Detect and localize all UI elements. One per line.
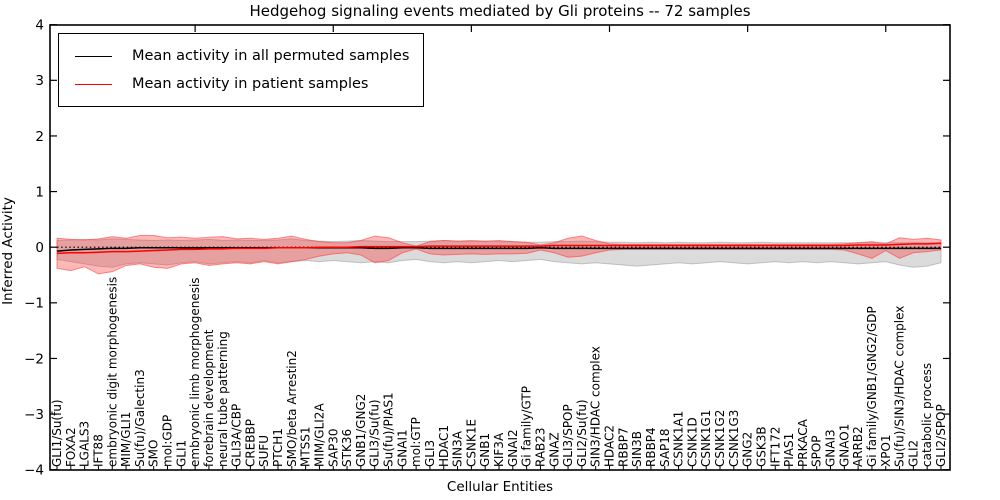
x-tick-label: GLI1 [174,440,188,467]
x-tick-label: GNAI3 [824,429,838,467]
x-tick-label: GLI2/Su(fu) [575,399,589,467]
x-tick-label: GNB1/GNG2 [354,394,368,467]
Mean-activity-in-all-permuted-samples-line [56,247,941,252]
x-tick-label: GNAI2 [506,429,520,467]
legend-item-patient: Mean activity in patient samples [67,70,409,98]
x-tick-label: XPO1 [879,434,893,467]
legend-line-patient-icon [75,83,112,85]
legend-line-permuted-icon [75,55,112,57]
x-tick-label: MIM/GLI1 [119,412,133,467]
x-tick-label: IFT172 [768,427,782,467]
x-tick-label: SMO/beta Arrestin2 [285,350,299,467]
x-tick-label: GNAZ [547,432,561,467]
x-tick-label: mol:GTP [409,417,423,467]
x-tick-label: SAP30 [326,428,340,467]
x-tick-label: GNG2 [741,432,755,467]
x-tick-label: CSNK1G1 [699,410,713,467]
x-tick-label: Gi family/GTP [520,386,534,467]
x-tick-label: SIN3A [451,430,465,467]
x-tick-label: SMO [147,440,161,467]
y-tick-label: −3 [24,407,44,423]
legend: Mean activity in all permuted samples Me… [58,33,425,107]
x-tick-label: RAB23 [533,427,547,467]
x-tick-label: SIN3B [630,431,644,467]
x-tick-label: Su(fu)/Galectin3 [133,369,147,467]
x-tick-label: GNB1 [478,433,492,467]
x-tick-label: RBBP7 [616,427,630,467]
x-tick-label: catabolic process [920,363,934,467]
x-tick-label: KIF3A [492,432,506,467]
x-tick-label: CSNK1E [464,419,478,467]
x-tick-label: ARRB2 [851,426,865,467]
x-tick-label: Su(fu)/SIN3/HDAC complex [893,306,907,467]
x-tick-label: GNAO1 [837,424,851,467]
y-tick-label: 2 [35,129,44,145]
y-tick-label: 3 [35,73,44,89]
x-tick-label: RBBP4 [644,427,658,467]
x-tick-label: embryonic digit morphogenesis [105,277,119,467]
x-tick-label: embryonic limb morphogenesis [188,277,202,467]
x-tick-label: GSK3B [754,426,768,467]
y-axis-label: Inferred Activity [0,197,16,305]
x-tick-label: Gi family/GNB1/GNG2/GDP [865,306,879,467]
x-tick-label: HDAC2 [603,425,617,467]
x-tick-label: LGALS3 [78,421,92,467]
x-tick-label: GLI2 [906,440,920,467]
x-tick-label: CSNK1G3 [727,410,741,467]
Mean-activity-in-patient-samples-line [56,242,942,255]
x-tick-label: PTCH1 [271,428,285,467]
x-tick-label: FOXA2 [64,427,78,467]
x-tick-label: SIN3/HDAC complex [589,346,603,467]
x-tick-label: HDAC1 [437,425,451,467]
x-tick-label: PIAS1 [782,433,796,467]
x-tick-label: SPOP [810,435,824,467]
y-tick-label: −2 [24,351,44,367]
x-tick-label: CREBBP [243,419,257,467]
x-tick-label: STK36 [340,429,354,467]
y-tick-label: 1 [35,184,44,200]
x-tick-label: CSNK1D [685,417,699,467]
x-tick-label: CSNK1A1 [672,411,686,467]
x-tick-label: SUFU [257,435,271,467]
x-tick-label: PRKACA [796,418,810,467]
x-tick-label: mol:GDP [161,415,175,467]
x-tick-label: GLI3/SPOP [561,404,575,467]
x-tick-label: forebrain development [202,329,216,467]
x-tick-label: MTSS1 [299,426,313,467]
x-tick-label: GNAI1 [395,429,409,467]
y-tick-label: 4 [35,18,44,34]
x-tick-label: CSNK1G2 [713,410,727,467]
x-tick-label: GLI1/Su(fu) [50,399,64,467]
legend-label-permuted: Mean activity in all permuted samples [132,48,410,64]
x-tick-label: GLI3/Su(fu) [368,399,382,467]
chart-title: Hedgehog signaling events mediated by Gl… [249,2,751,20]
y-tick-label: −1 [24,296,44,312]
x-tick-label: GLI3 [423,440,437,467]
legend-item-permuted: Mean activity in all permuted samples [67,42,409,70]
legend-label-patient: Mean activity in patient samples [132,76,369,92]
y-tick-label: 0 [35,240,44,256]
x-tick-label: GLI2/SPOP [934,404,948,467]
x-tick-label: MIM/GLI2A [312,403,326,467]
x-tick-label: GLI3A/CBP [230,404,244,467]
x-tick-label: neural tube patterning [216,331,230,467]
x-tick-label: IFT88 [91,434,105,467]
x-tick-label: Su(fu)/PIAS1 [382,392,396,467]
x-axis-label: Cellular Entities [446,479,554,495]
x-tick-label: SAP18 [658,428,672,467]
y-tick-label: −4 [24,463,44,479]
